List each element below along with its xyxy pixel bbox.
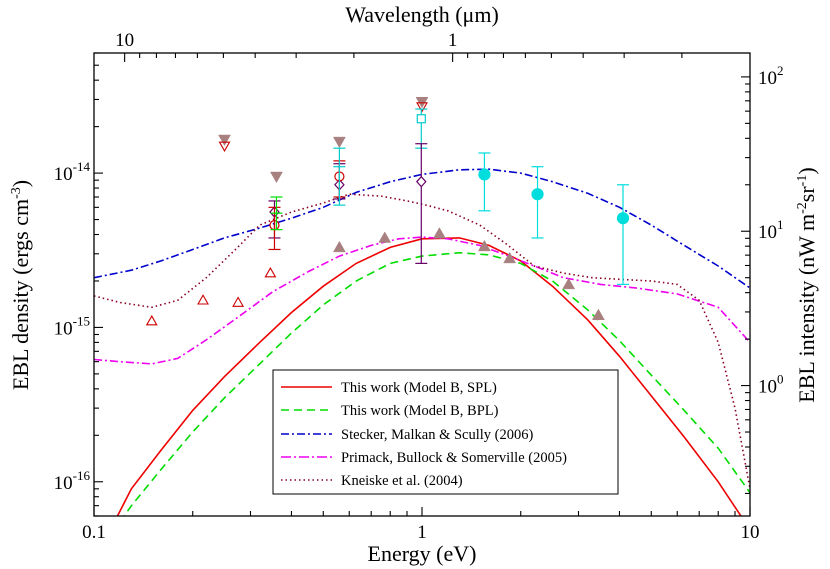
right-axis-title: EBL intensity (nW m-2sr-1)	[794, 167, 819, 402]
limit-marker-5	[416, 102, 428, 113]
model-curves	[94, 168, 750, 516]
error-point-2	[616, 184, 630, 286]
limit-marker-11	[378, 231, 392, 243]
error-point-7	[333, 147, 346, 206]
y-tick-label-1: 10-15	[54, 313, 90, 339]
limit-marker-10	[332, 240, 346, 253]
error-point-9	[268, 206, 281, 251]
error-point-10	[270, 196, 283, 231]
series-line-3	[94, 236, 750, 365]
x-tick-label-1: 1	[417, 522, 427, 543]
limit-marker-2	[332, 136, 346, 149]
right-tick-label-1: 101	[758, 217, 784, 243]
error-point-1	[531, 166, 544, 239]
x-tick-label-0: 0.1	[82, 522, 106, 543]
error-point-0	[478, 152, 491, 212]
limit-marker-4	[218, 141, 231, 153]
limit-marker-7	[197, 294, 209, 305]
limit-marker-15	[562, 277, 576, 290]
legend-label-spl: This work (Model B, SPL)	[341, 380, 497, 396]
limit-marker-16	[591, 308, 605, 320]
legend-label-bpl: This work (Model B, BPL)	[341, 403, 499, 419]
data-points	[145, 96, 630, 326]
series-line-0	[116, 237, 742, 516]
error-point-4	[415, 143, 428, 264]
limit-marker-9	[264, 266, 277, 278]
limit-marker-14	[503, 251, 517, 264]
top-tick-label-1: 1	[448, 30, 458, 51]
error-point-3	[415, 108, 428, 149]
legend-label-primack: Primack, Bullock & Somerville (2005)	[341, 450, 567, 466]
limit-marker-1	[270, 171, 283, 184]
series-line-1	[123, 251, 750, 516]
x-tick-label-2: 10	[741, 522, 760, 543]
series-line-2	[94, 168, 750, 289]
legend-label-kneiske: Kneiske et al. (2004)	[341, 473, 463, 489]
top-axis-title: Wavelength (μm)	[345, 2, 499, 27]
legend-label-stecker: Stecker, Malkan & Scully (2006)	[341, 427, 533, 443]
limit-marker-8	[232, 296, 245, 307]
y-tick-label-2: 10-14	[54, 159, 91, 185]
limit-marker-12	[432, 227, 446, 239]
series-line-4	[94, 193, 750, 489]
y-tick-label-0: 10-16	[54, 468, 91, 494]
x-axis-title: Energy (eV)	[368, 541, 477, 566]
y-axis-title: EBL density (ergs cm-3)	[8, 180, 33, 390]
legend: This work (Model B, SPL) This work (Mode…	[272, 369, 619, 495]
limit-marker-13	[477, 239, 491, 252]
limit-marker-6	[145, 314, 158, 326]
right-tick-label-2: 102	[758, 63, 784, 89]
top-tick-label-0: 10	[115, 30, 134, 51]
right-tick-label-0: 100	[758, 372, 784, 398]
legend-box	[272, 369, 619, 495]
limit-marker-0	[218, 134, 231, 147]
